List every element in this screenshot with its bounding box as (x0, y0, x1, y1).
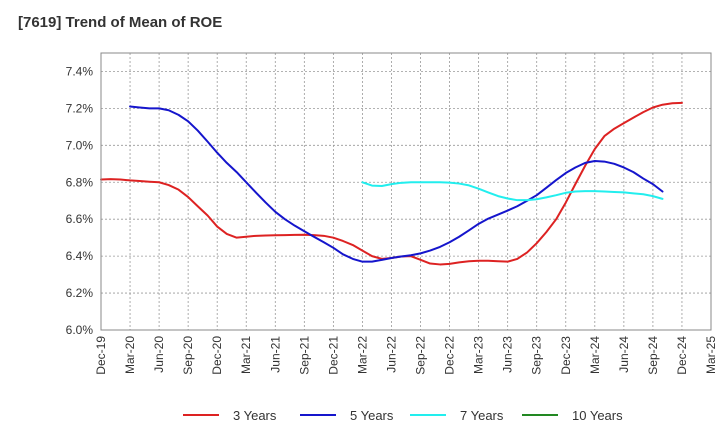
x-tick-label: Sep-21 (297, 336, 311, 375)
x-tick-label: Mar-25 (704, 336, 718, 374)
legend-item: 7 Years (410, 404, 503, 426)
x-tick-label: Dec-23 (559, 336, 573, 375)
legend-swatch (300, 414, 336, 416)
x-tick-label: Sep-24 (646, 336, 660, 375)
legend: 3 Years 5 Years 7 Years 10 Years (0, 404, 720, 426)
legend-swatch (522, 414, 558, 416)
legend-item: 5 Years (300, 404, 393, 426)
x-tick-label: Mar-21 (239, 336, 253, 374)
x-tick-label: Jun-23 (501, 336, 515, 373)
x-tick-labels: Dec-19 Mar-20 Jun-20 Sep-20 Dec-20 Mar-21 Jun-… (94, 336, 718, 375)
legend-item: 3 Years (183, 404, 276, 426)
x-tick-label: Sep-22 (414, 336, 428, 375)
y-tick-label: 6.2% (66, 286, 94, 300)
x-tick-label: Dec-21 (326, 336, 340, 375)
legend-label: 7 Years (460, 407, 504, 423)
x-tick-label: Dec-22 (443, 336, 457, 375)
legend-label: 3 Years (233, 407, 277, 423)
x-tick-label: Mar-23 (472, 336, 486, 374)
y-tick-label: 7.4% (66, 64, 94, 78)
x-tick-label: Sep-20 (181, 336, 195, 375)
x-tick-label: Sep-23 (530, 336, 544, 375)
x-tick-label: Jun-21 (268, 336, 282, 373)
y-tick-label: 7.0% (66, 138, 94, 152)
series-line-7-years (361, 181, 664, 202)
x-tick-label: Mar-20 (123, 336, 137, 374)
x-tick-label: Jun-24 (617, 336, 631, 373)
y-tick-label: 6.4% (66, 249, 94, 263)
x-tick-label: Dec-19 (94, 336, 108, 375)
y-tick-label: 7.2% (66, 101, 94, 115)
x-tick-label: Mar-24 (588, 336, 602, 374)
series-lines (100, 101, 683, 266)
x-tick-label: Jun-22 (384, 336, 398, 373)
y-tick-labels: 6.0% 6.2% 6.4% 6.6% 6.8% 7.0% 7.2% 7.4% (66, 64, 94, 337)
plot-border (100, 52, 712, 331)
x-tick-label: Mar-22 (355, 336, 369, 374)
y-tick-label: 6.6% (66, 212, 94, 226)
legend-label: 5 Years (350, 407, 394, 423)
legend-swatch (410, 414, 446, 416)
y-tick-label: 6.0% (66, 323, 94, 337)
x-tick-label: Dec-24 (675, 336, 689, 375)
legend-swatch (183, 414, 219, 416)
legend-item: 10 Years (522, 404, 623, 426)
y-tick-label: 6.8% (66, 175, 94, 189)
x-tick-label: Jun-20 (152, 336, 166, 373)
legend-label: 10 Years (572, 407, 623, 423)
chart-title: [7619] Trend of Mean of ROE (18, 14, 223, 31)
x-tick-label: Dec-20 (210, 336, 224, 375)
series-line-5-years (129, 105, 664, 263)
